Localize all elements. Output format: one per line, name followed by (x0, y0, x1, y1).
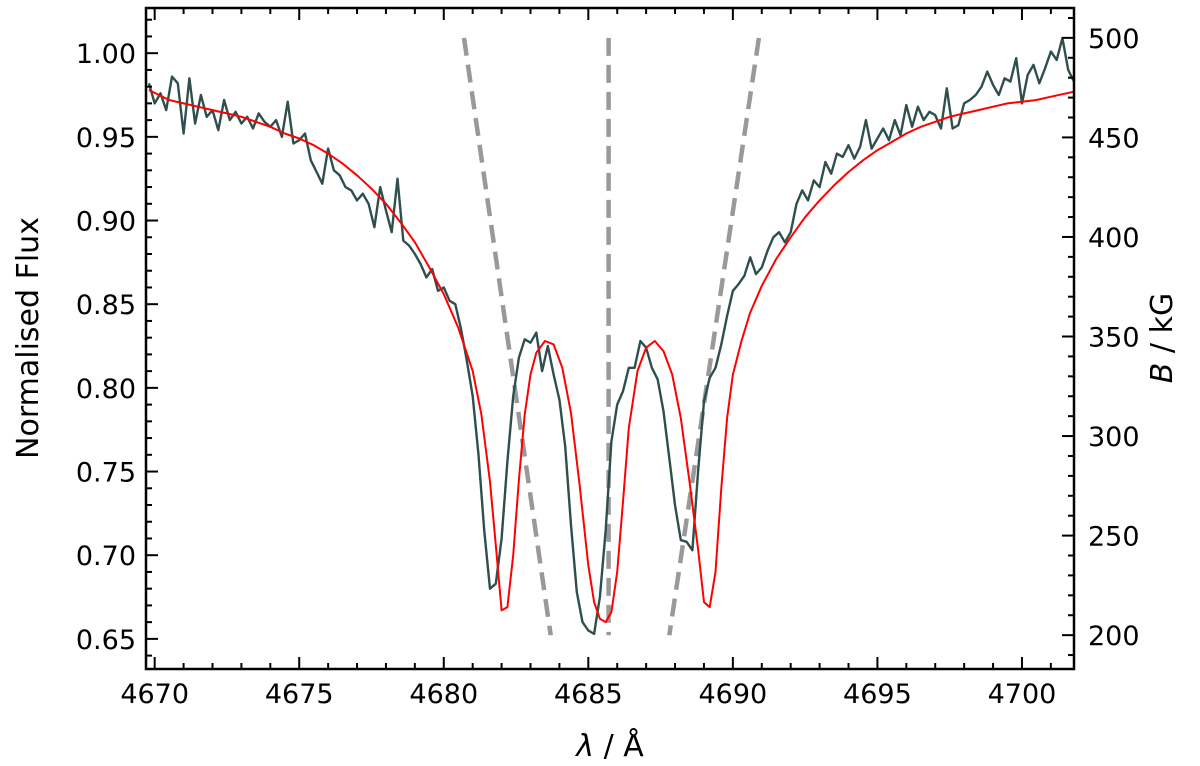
plot-lines (147, 36, 1076, 636)
x-axis-label: λ / Å (574, 728, 644, 764)
y2-tick-label: 200 (1088, 621, 1140, 652)
y2-tick-label: 300 (1088, 422, 1140, 453)
y2-tick-label: 250 (1088, 522, 1140, 553)
y-tick-label: 0.65 (76, 625, 136, 656)
y2-tick-label: 500 (1088, 24, 1140, 55)
y2-tick-label: 400 (1088, 223, 1140, 254)
field-strength-line-1 (461, 37, 553, 636)
x-tick-label: 4690 (699, 679, 768, 710)
y2-tick-label: 450 (1088, 123, 1140, 154)
x-tick-label: 4675 (265, 679, 334, 710)
y-tick-label: 0.80 (76, 374, 136, 405)
x-tick-label: 4700 (988, 679, 1057, 710)
y-tick-label: 0.70 (76, 541, 136, 572)
y2-tick-label: 350 (1088, 323, 1140, 354)
right-y-axis-label: B / kG (1145, 293, 1180, 383)
y-tick-label: 0.75 (76, 458, 136, 489)
x-tick-label: 4680 (409, 679, 478, 710)
y-tick-label: 0.85 (76, 290, 136, 321)
x-tick-label: 4685 (554, 679, 623, 710)
x-tick-label: 4670 (120, 679, 189, 710)
y-axis-label: Normalised Flux (11, 217, 46, 459)
field-strength-line-3 (667, 37, 762, 636)
axis-ticks: 4670 4675 4680 4685 4690 4695 4700 0.65 0.70 0.75… (76, 8, 1140, 710)
model-spectrum-line (148, 89, 1075, 624)
x-tick-label: 4695 (843, 679, 912, 710)
y-tick-label: 0.90 (76, 207, 136, 238)
y-tick-label: 1.00 (76, 39, 136, 70)
observed-spectrum-line (147, 36, 1076, 636)
y-tick-label: 0.95 (76, 123, 136, 154)
